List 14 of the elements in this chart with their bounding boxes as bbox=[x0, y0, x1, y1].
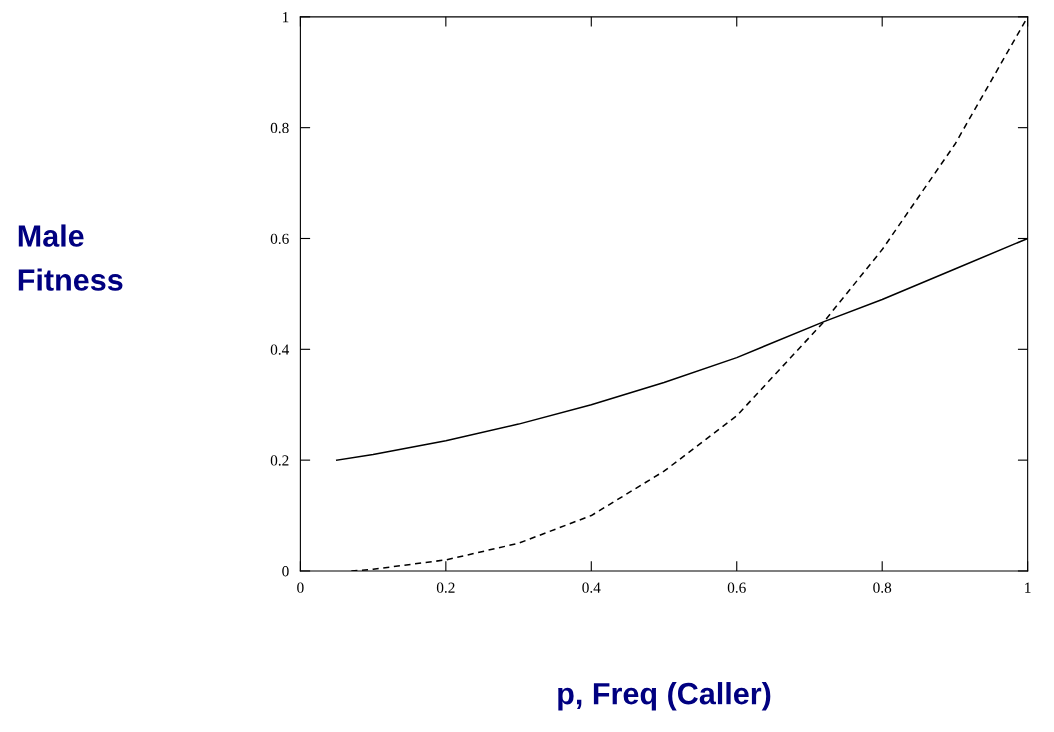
x-axis-title: p, Freq (Caller) bbox=[558, 682, 771, 711]
y-tick-label: 0.6 bbox=[270, 233, 289, 244]
y-tick-label: 0.2 bbox=[270, 455, 289, 466]
x-tick-label: 0.4 bbox=[582, 582, 601, 593]
x-tick-label: 0.6 bbox=[727, 582, 746, 593]
x-tick-label: 1 bbox=[1025, 582, 1031, 593]
y-tick-label: 1 bbox=[282, 12, 289, 23]
x-tick-label: 0 bbox=[297, 582, 304, 593]
y-axis-title: Male Fitness bbox=[18, 224, 123, 291]
x-tick-label: 0.8 bbox=[873, 582, 892, 593]
x-tick-label: 0.2 bbox=[436, 582, 455, 593]
y-tick-label: 0 bbox=[282, 566, 289, 577]
y-tick-label: 0.4 bbox=[270, 344, 290, 355]
y-tick-label: 0.8 bbox=[270, 122, 289, 134]
